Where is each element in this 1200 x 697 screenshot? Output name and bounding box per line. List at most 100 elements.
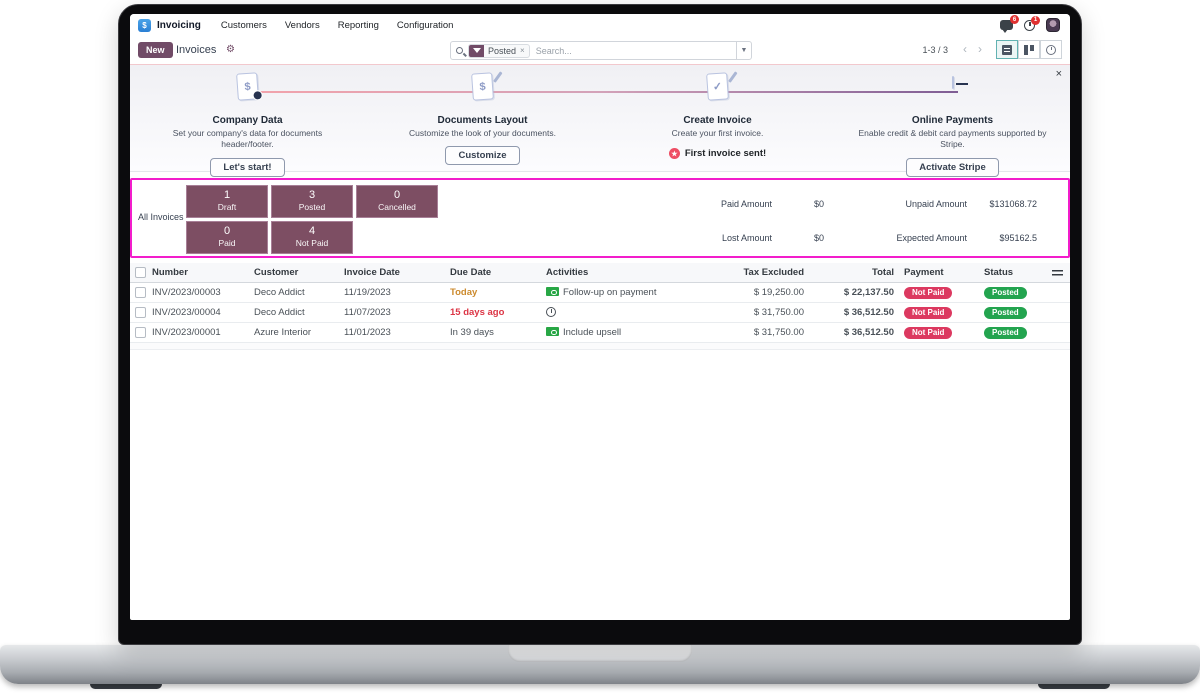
list-view-button[interactable]	[996, 40, 1018, 59]
nav-menu-vendors[interactable]: Vendors	[284, 20, 320, 31]
documents-layout-icon: $	[471, 71, 502, 101]
search-input[interactable]: Search...	[535, 45, 572, 56]
col-number[interactable]: Number	[152, 267, 188, 278]
paid-amount-label: Paid Amount	[720, 199, 772, 209]
stat-box-posted[interactable]: 3 Posted	[271, 185, 353, 218]
search-dropdown-caret-icon[interactable]: ▼	[736, 42, 751, 59]
col-total[interactable]: Total	[872, 267, 894, 278]
cell-payment: Not Paid	[898, 326, 978, 339]
select-all-checkbox[interactable]	[135, 267, 146, 278]
stat-box-paid[interactable]: 0 Paid	[186, 221, 268, 254]
status-text: First invoice sent!	[684, 148, 767, 160]
first-invoice-sent-status: ★ First invoice sent!	[668, 148, 767, 160]
step-title: Create Invoice	[683, 115, 752, 126]
col-tax-excluded[interactable]: Tax Excluded	[743, 267, 804, 278]
stat-label: Not Paid	[295, 238, 329, 249]
col-customer[interactable]: Customer	[254, 267, 299, 278]
facet-remove-icon[interactable]: ×	[520, 46, 525, 55]
top-navbar: $ Invoicing Customers Vendors Reporting …	[130, 14, 1070, 37]
nav-menu-reporting[interactable]: Reporting	[337, 20, 379, 31]
app-menu-invoicing[interactable]: Invoicing	[157, 20, 201, 31]
invoicing-app-icon[interactable]: $	[138, 19, 151, 32]
filter-funnel-icon	[469, 44, 484, 57]
table-row[interactable]: INV/2023/00001 Azure Interior 11/01/2023…	[130, 323, 1070, 343]
all-invoices-label: All Invoices	[138, 212, 184, 222]
stat-value: 0	[223, 225, 231, 237]
credit-card-icon	[951, 76, 968, 89]
stat-box-not-paid[interactable]: 4 Not Paid	[271, 221, 353, 254]
pager-prev-icon[interactable]: ‹	[963, 42, 967, 56]
table-row[interactable]: INV/2023/00004 Deco Addict 11/07/2023 15…	[130, 303, 1070, 323]
cell-invoice-date: 11/07/2023	[344, 307, 391, 318]
lost-amount-label: Lost Amount	[721, 233, 772, 243]
activity-view-icon	[1046, 44, 1056, 55]
onboarding-step-company-data: $ Company Data Set your company's data f…	[130, 65, 365, 177]
cell-activity[interactable]: Include upsell	[540, 327, 716, 338]
step-title: Online Payments	[911, 115, 994, 126]
banknote-icon	[546, 327, 559, 336]
invoice-stats-panel: All Invoices 1 Draft 3 Posted 0 Cancelle…	[130, 178, 1070, 258]
view-settings-gear-icon[interactable]: ⚙	[226, 44, 235, 55]
pager-next-icon[interactable]: ›	[978, 42, 982, 56]
stat-label: Cancelled	[378, 202, 416, 213]
step-title: Documents Layout	[437, 115, 528, 126]
activity-view-button[interactable]	[1040, 40, 1062, 59]
activity-text: Include upsell	[563, 327, 622, 338]
nav-menu-configuration[interactable]: Configuration	[396, 20, 454, 31]
col-due-date[interactable]: Due Date	[450, 267, 492, 278]
step-description: Create your first invoice.	[671, 128, 764, 138]
step-description: Enable credit & debit card payments supp…	[858, 128, 1047, 150]
nav-menu-customers[interactable]: Customers	[220, 20, 267, 31]
cell-activity[interactable]	[540, 307, 716, 318]
step-description: Set your company's data for documents he…	[172, 128, 323, 150]
kanban-view-button[interactable]	[1018, 40, 1040, 59]
stat-box-draft[interactable]: 1 Draft	[186, 185, 268, 218]
cell-status: Posted	[978, 326, 1048, 339]
status-count-boxes: 1 Draft 3 Posted 0 Cancelled 0 Paid 4 No…	[186, 185, 438, 254]
col-activities[interactable]: Activities	[546, 267, 589, 278]
messages-icon[interactable]: 6	[1000, 15, 1019, 33]
lets-start-button[interactable]: Let's start!	[210, 157, 285, 177]
row-checkbox[interactable]	[135, 327, 146, 338]
status-badge: Posted	[984, 286, 1027, 299]
table-row[interactable]: INV/2023/00003 Deco Addict 11/19/2023 To…	[130, 283, 1070, 303]
cell-invoice-date: 11/01/2023	[344, 327, 391, 338]
col-payment[interactable]: Payment	[904, 267, 944, 278]
payment-badge: Not Paid	[904, 306, 953, 319]
create-invoice-icon: ✓	[706, 71, 737, 101]
company-data-document-icon: $	[236, 72, 263, 101]
payment-badge: Not Paid	[904, 286, 953, 299]
new-button[interactable]: New	[138, 42, 173, 58]
cell-due-date: 15 days ago	[450, 307, 505, 318]
step-title: Company Data	[212, 115, 283, 126]
pencil-icon	[727, 71, 737, 83]
star-icon: ★	[668, 148, 680, 160]
cell-activity[interactable]: Follow-up on payment	[540, 287, 716, 298]
search-icon	[456, 47, 463, 54]
lost-amount-value: $0	[814, 233, 825, 243]
banner-close-icon[interactable]: ×	[1055, 68, 1062, 80]
cell-number: INV/2023/00003	[152, 287, 221, 298]
user-avatar[interactable]	[1046, 18, 1060, 32]
row-checkbox[interactable]	[135, 307, 146, 318]
activities-icon[interactable]: 1	[1024, 15, 1040, 31]
search-bar[interactable]: Posted × Search... ▼	[450, 41, 752, 60]
onboarding-banner: × $ Company Data Set your company's data…	[130, 64, 1070, 177]
customize-button[interactable]: Customize	[445, 146, 520, 166]
cell-tax-excluded: $ 19,250.00	[753, 287, 804, 298]
cell-number: INV/2023/00001	[152, 327, 221, 338]
activate-stripe-button[interactable]: Activate Stripe	[906, 157, 999, 177]
stat-value: 4	[308, 225, 316, 237]
col-invoice-date[interactable]: Invoice Date	[344, 267, 400, 278]
row-checkbox[interactable]	[135, 287, 146, 298]
status-badge: Posted	[984, 326, 1027, 339]
stat-box-cancelled[interactable]: 0 Cancelled	[356, 185, 438, 218]
stat-value: 1	[223, 189, 231, 201]
filter-facet-posted[interactable]: Posted ×	[468, 43, 530, 58]
stat-label: Draft	[217, 202, 237, 213]
breadcrumb: Invoices	[176, 44, 217, 56]
app-window: $ Invoicing Customers Vendors Reporting …	[130, 14, 1070, 620]
col-status[interactable]: Status	[984, 267, 1014, 278]
column-options-icon[interactable]	[1052, 268, 1063, 277]
kanban-view-icon	[1024, 44, 1034, 55]
